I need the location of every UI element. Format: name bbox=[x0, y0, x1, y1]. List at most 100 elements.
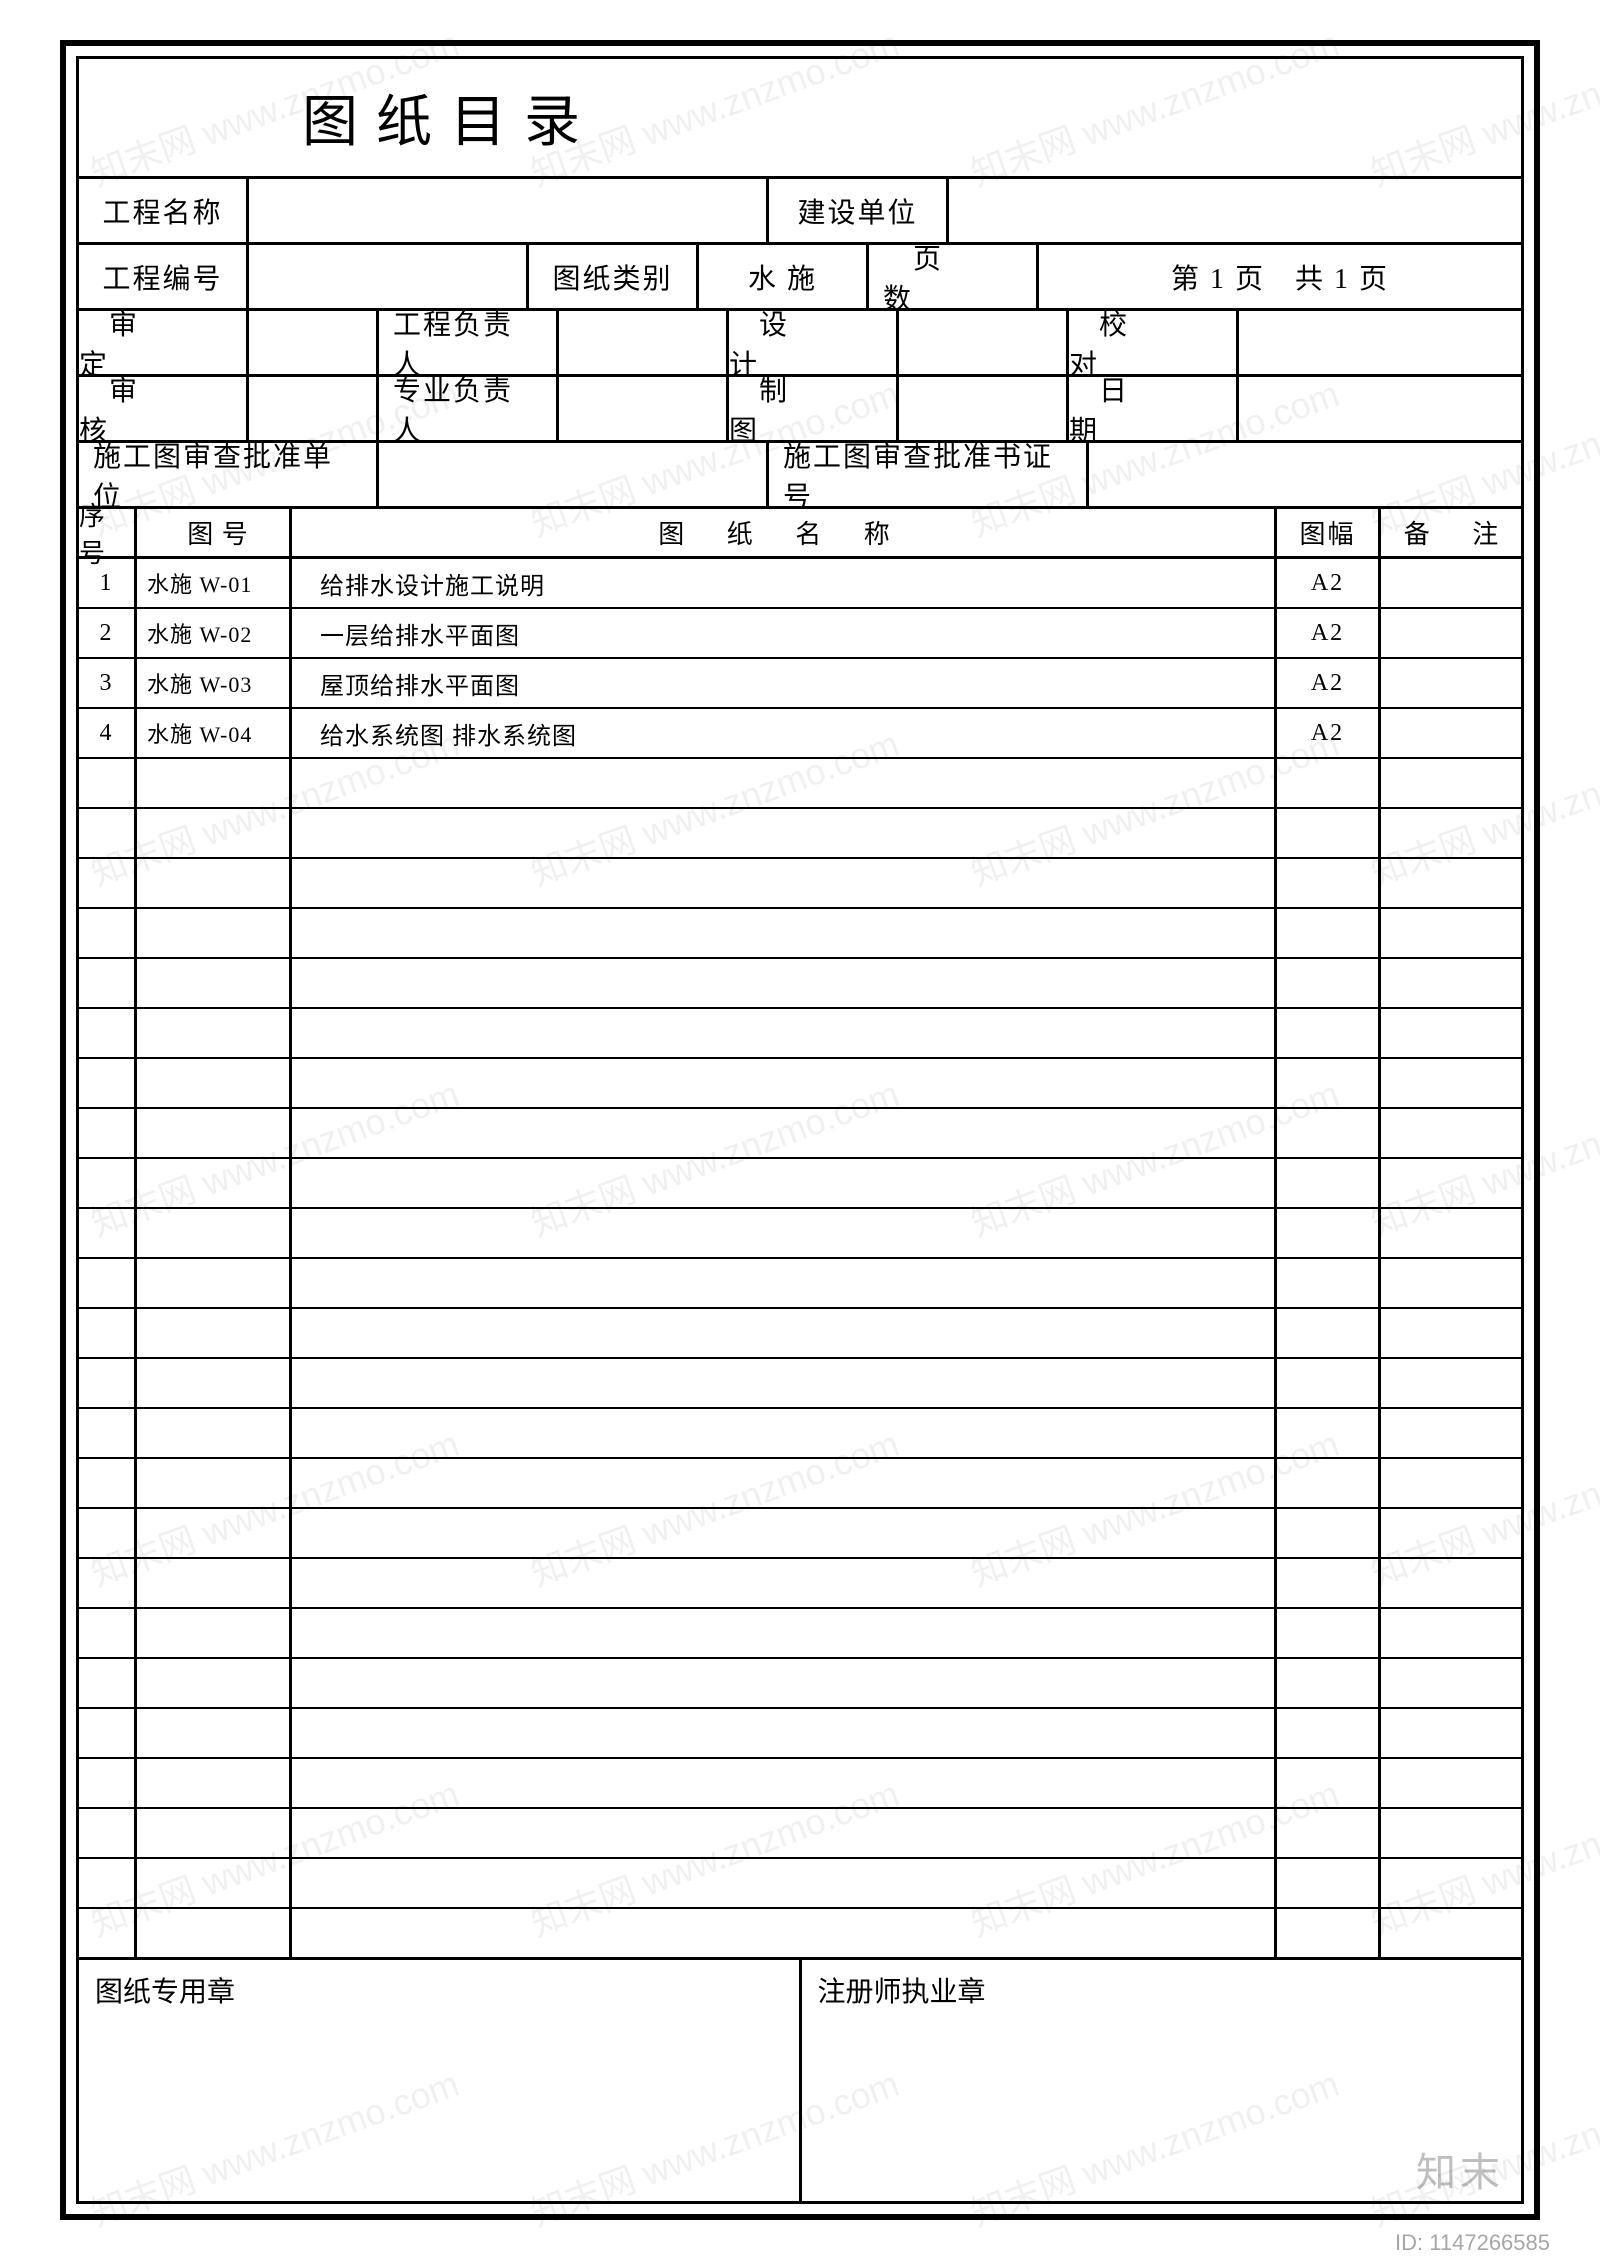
table-row bbox=[79, 1659, 1521, 1709]
cell-name bbox=[292, 1259, 1277, 1307]
table-row bbox=[79, 1709, 1521, 1759]
cell-note bbox=[1381, 1159, 1521, 1207]
cell-size bbox=[1277, 1159, 1381, 1207]
table-row bbox=[79, 909, 1521, 959]
cell-code: 水施 W-01 bbox=[137, 559, 292, 607]
cell-note bbox=[1381, 1659, 1521, 1707]
cell-note bbox=[1381, 609, 1521, 657]
hdr-row-1: 工程名称 建设单位 bbox=[79, 179, 1521, 245]
hdr-row-3: 审 定 工程负责人 设 计 校 对 bbox=[79, 311, 1521, 377]
cell-size bbox=[1277, 1009, 1381, 1057]
cell-note bbox=[1381, 1359, 1521, 1407]
cell-size bbox=[1277, 1759, 1381, 1807]
hdr-row-4: 审 核 专业负责人 制 图 日 期 bbox=[79, 377, 1521, 443]
cell-code bbox=[137, 759, 292, 807]
table-row bbox=[79, 1809, 1521, 1859]
cell-seq bbox=[79, 1359, 137, 1407]
cell-note bbox=[1381, 709, 1521, 757]
table-row bbox=[79, 1509, 1521, 1559]
cell-seq bbox=[79, 1759, 137, 1807]
cell-code: 水施 W-04 bbox=[137, 709, 292, 757]
label-draft: 制 图 bbox=[729, 377, 899, 440]
label-audit-cert: 施工图审查批准书证号 bbox=[769, 443, 1089, 506]
cell-name bbox=[292, 759, 1277, 807]
cell-size bbox=[1277, 1859, 1381, 1907]
cell-size bbox=[1277, 1109, 1381, 1157]
col-size: 图幅 bbox=[1277, 509, 1381, 556]
cell-seq bbox=[79, 1259, 137, 1307]
cell-code bbox=[137, 1209, 292, 1257]
cell-code bbox=[137, 1459, 292, 1507]
cell-size: A2 bbox=[1277, 559, 1381, 607]
cell-seq bbox=[79, 1659, 137, 1707]
cell-seq bbox=[79, 1809, 137, 1857]
list-body: 1水施 W-01给排水设计施工说明A22水施 W-02一层给排水平面图A23水施… bbox=[79, 559, 1521, 1959]
cell-seq bbox=[79, 859, 137, 907]
cell-code bbox=[137, 1359, 292, 1407]
cell-code bbox=[137, 1109, 292, 1157]
cell-seq bbox=[79, 1009, 137, 1057]
cell-seq bbox=[79, 1309, 137, 1357]
value-draft bbox=[899, 377, 1069, 440]
value-audit-unit bbox=[379, 443, 769, 506]
cell-code bbox=[137, 1709, 292, 1757]
table-row bbox=[79, 1559, 1521, 1609]
cell-note bbox=[1381, 659, 1521, 707]
label-proj-lead: 工程负责人 bbox=[379, 311, 559, 374]
cell-name bbox=[292, 1609, 1277, 1657]
cell-code bbox=[137, 1559, 292, 1607]
cell-note bbox=[1381, 1709, 1521, 1757]
cell-code: 水施 W-02 bbox=[137, 609, 292, 657]
drawing-seal-label: 图纸专用章 bbox=[95, 1977, 235, 2008]
label-date: 日 期 bbox=[1069, 377, 1239, 440]
cell-seq bbox=[79, 1859, 137, 1907]
table-row bbox=[79, 1159, 1521, 1209]
cell-note bbox=[1381, 759, 1521, 807]
cell-name bbox=[292, 1809, 1277, 1857]
cell-seq bbox=[79, 909, 137, 957]
hdr-row-5: 施工图审查批准单位 施工图审查批准书证号 bbox=[79, 443, 1521, 509]
cell-note bbox=[1381, 1759, 1521, 1807]
cell-name bbox=[292, 1709, 1277, 1757]
cell-size: A2 bbox=[1277, 609, 1381, 657]
cell-note bbox=[1381, 1459, 1521, 1507]
cell-seq bbox=[79, 1509, 137, 1557]
cell-name bbox=[292, 1159, 1277, 1207]
value-page-count: 第 1 页 共 1 页 bbox=[1039, 245, 1521, 308]
cell-note bbox=[1381, 1109, 1521, 1157]
cell-size bbox=[1277, 1259, 1381, 1307]
cell-seq bbox=[79, 1109, 137, 1157]
cell-note bbox=[1381, 1609, 1521, 1657]
table-row: 2水施 W-02一层给排水平面图A2 bbox=[79, 609, 1521, 659]
cell-name bbox=[292, 1559, 1277, 1607]
cell-seq: 1 bbox=[79, 559, 137, 607]
cell-seq: 4 bbox=[79, 709, 137, 757]
table-row bbox=[79, 1209, 1521, 1259]
table-row bbox=[79, 1759, 1521, 1809]
cell-note bbox=[1381, 909, 1521, 957]
value-drawing-type: 水 施 bbox=[699, 245, 869, 308]
table-row bbox=[79, 1009, 1521, 1059]
value-build-unit bbox=[949, 179, 1521, 242]
cell-code bbox=[137, 1059, 292, 1107]
cell-size bbox=[1277, 1559, 1381, 1607]
cell-seq bbox=[79, 1909, 137, 1957]
cell-seq bbox=[79, 1709, 137, 1757]
cell-code bbox=[137, 1409, 292, 1457]
cell-code bbox=[137, 1509, 292, 1557]
value-design bbox=[899, 311, 1069, 374]
cell-name bbox=[292, 1309, 1277, 1357]
cell-size bbox=[1277, 1809, 1381, 1857]
cell-seq bbox=[79, 1609, 137, 1657]
label-design: 设 计 bbox=[729, 311, 899, 374]
cell-size bbox=[1277, 1509, 1381, 1557]
cell-code: 水施 W-03 bbox=[137, 659, 292, 707]
cell-name bbox=[292, 1459, 1277, 1507]
cell-note bbox=[1381, 859, 1521, 907]
engineer-seal-area: 注册师执业章 bbox=[802, 1960, 1522, 2201]
cell-seq bbox=[79, 959, 137, 1007]
cell-size bbox=[1277, 959, 1381, 1007]
document-title: 图纸目录 bbox=[302, 77, 598, 158]
table-row bbox=[79, 1109, 1521, 1159]
image-id: ID: 1147266585 bbox=[1395, 2230, 1550, 2256]
